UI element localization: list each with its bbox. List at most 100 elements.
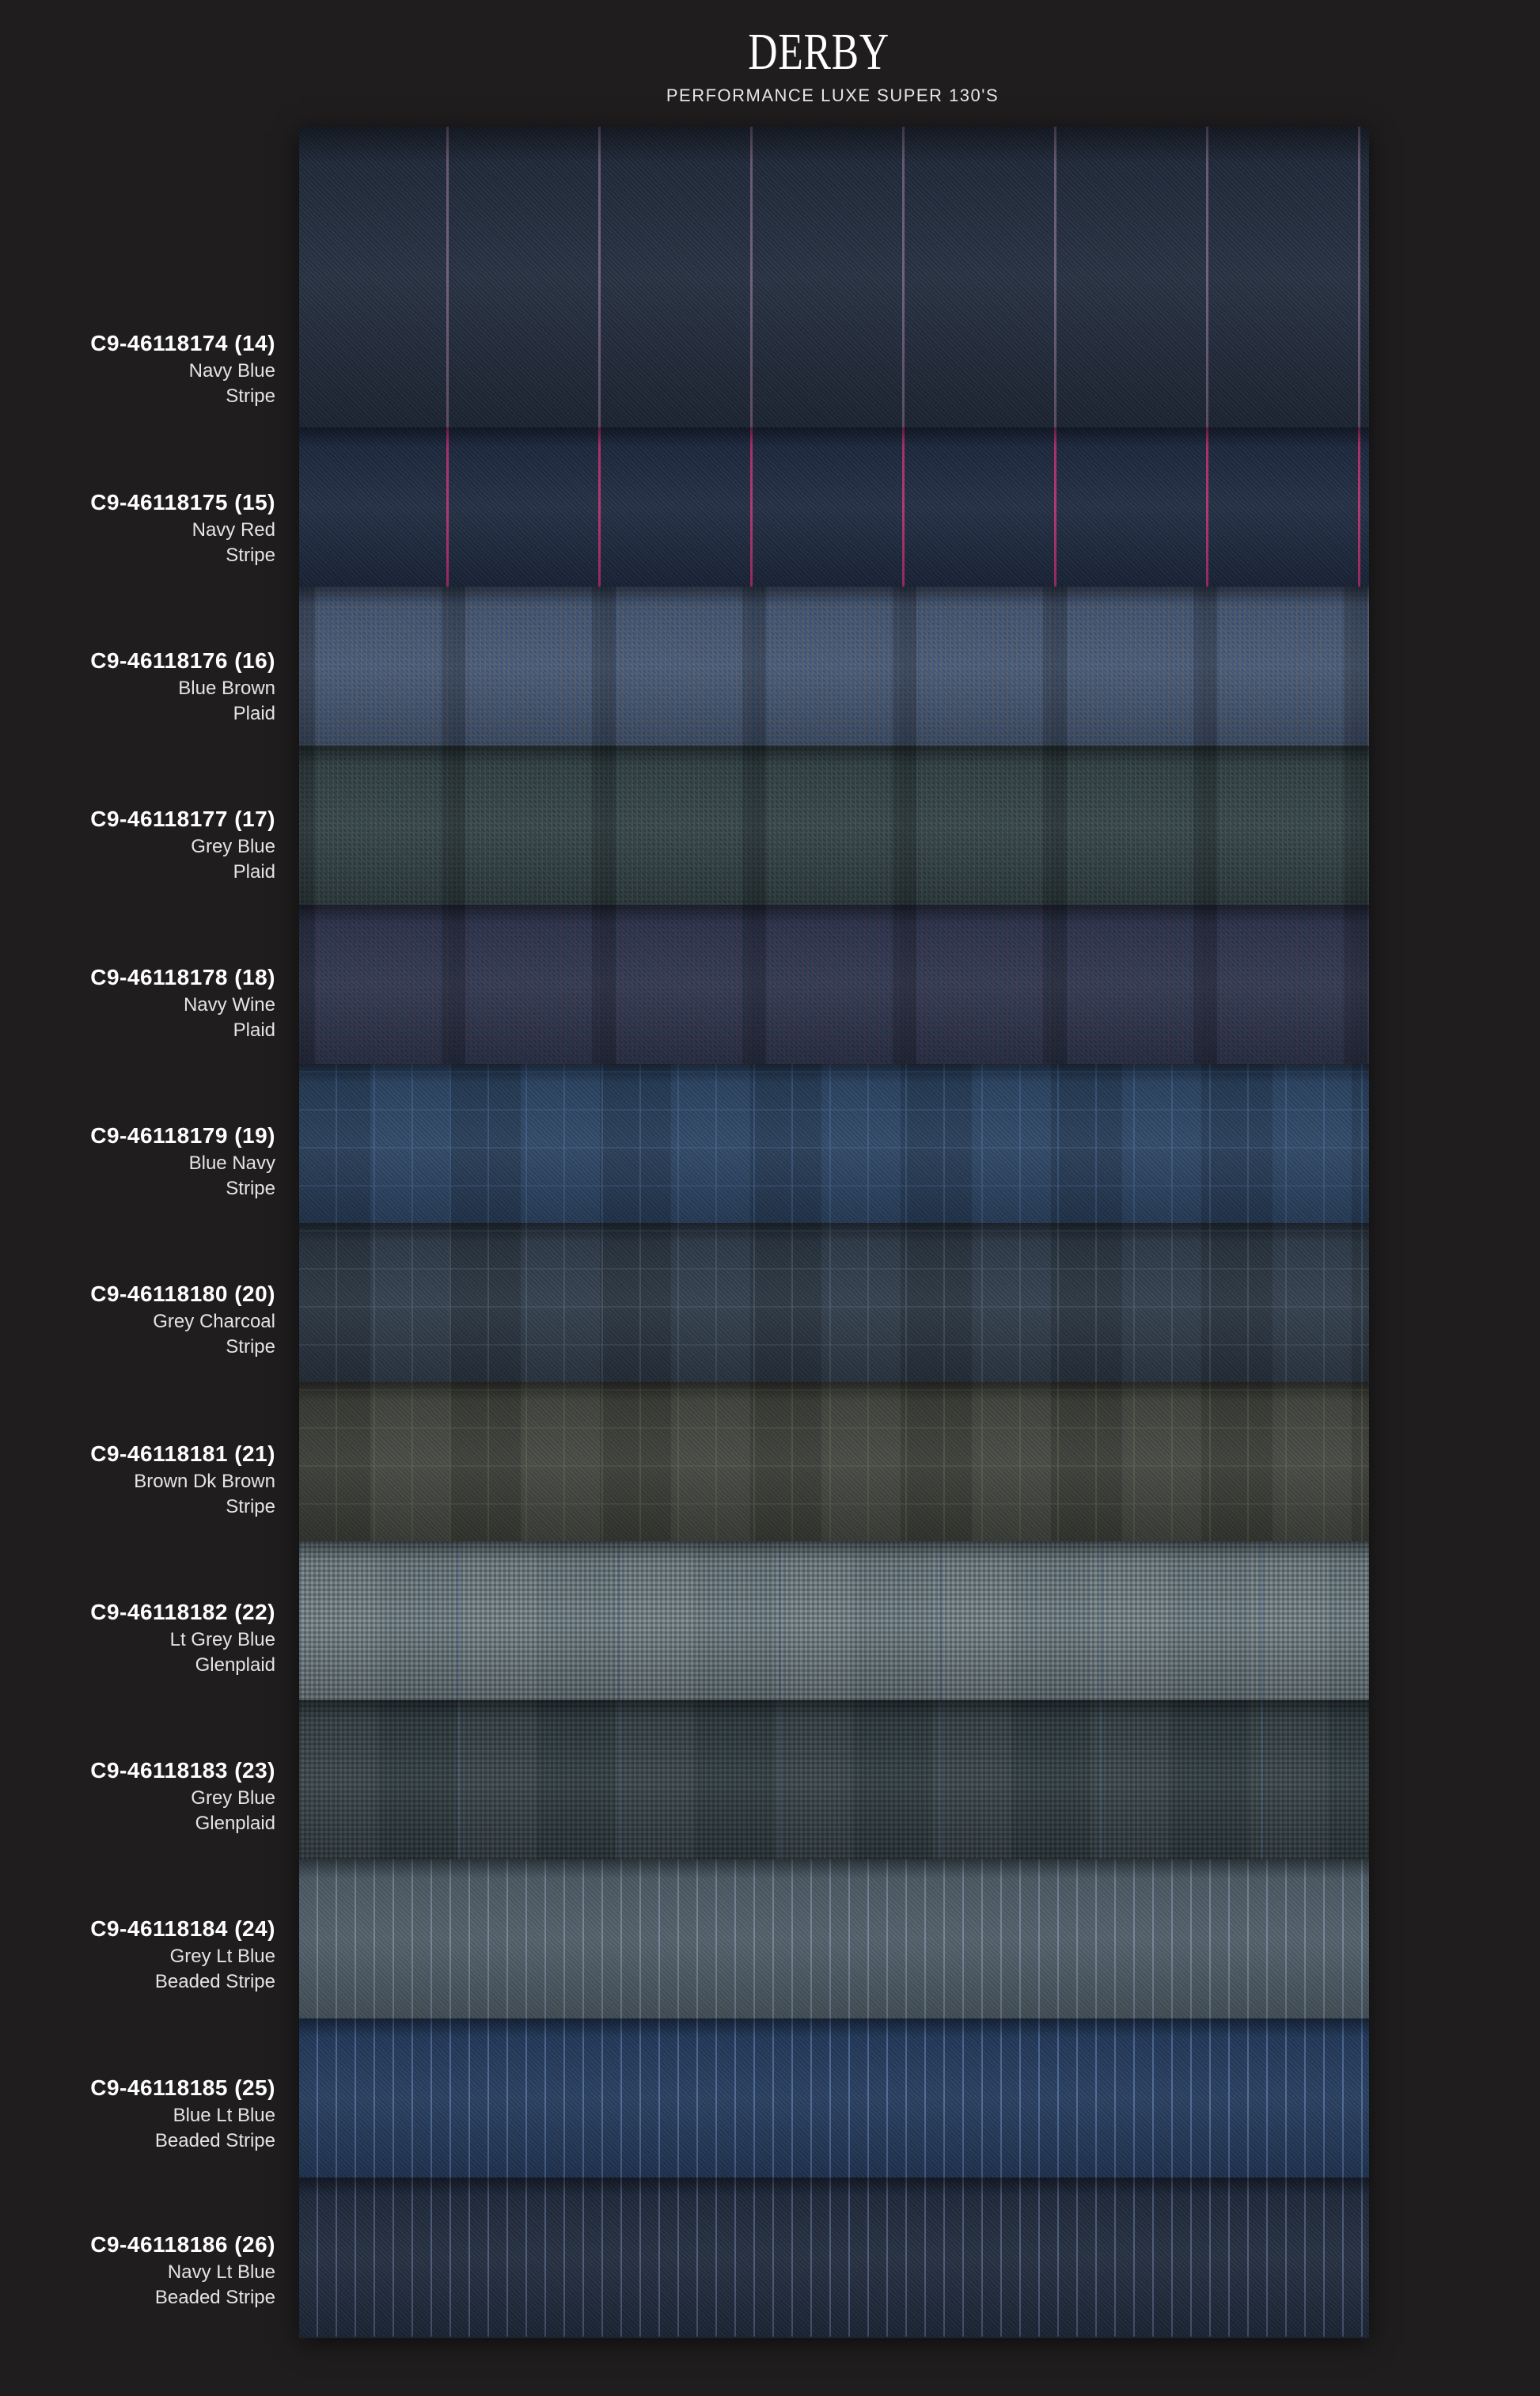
swatch-fold-shade [299,2178,1369,2337]
fabric-swatch [299,1859,1369,2018]
fabric-swatch-panel [299,127,1369,2338]
swatch-texture [299,127,1369,427]
swatch-code: C9-46118186 (26) [90,2232,275,2257]
swatch-base [299,1382,1369,1541]
swatch-base [299,746,1369,905]
swatch-texture [299,587,1369,746]
swatch-code: C9-46118184 (24) [90,1916,275,1941]
fabric-swatch [299,1700,1369,1859]
swatch-code: C9-46118179 (19) [90,1123,275,1148]
swatch-pattern-name: Beaded Stripe [154,2287,275,2308]
swatch-pattern-name: Plaid [233,1020,275,1041]
fabric-swatch [299,1223,1369,1382]
brand-title: DERBY [748,23,889,81]
swatch-fold-shade [299,1064,1369,1223]
swatch-color-name: Navy Blue [188,360,275,382]
swatch-base [299,905,1369,1064]
swatch-fold-shade [299,1859,1369,2018]
fabric-swatch [299,1541,1369,1700]
swatch-texture [299,2178,1369,2337]
swatch-code: C9-46118182 (22) [90,1600,275,1624]
swatch-color-name: Brown Dk Brown [134,1471,275,1492]
swatch-fold-shade [299,746,1369,905]
swatch-pattern-name: Stripe [226,1336,275,1357]
swatch-texture [299,2018,1369,2178]
swatch-color-name: Navy Lt Blue [167,2261,275,2283]
swatch-pattern-name: Plaid [233,861,275,883]
swatch-label: C9-46118186 (26) Navy Lt Blue Beaded Strip… [0,2230,275,2311]
swatch-texture [299,1223,1369,1382]
swatch-code: C9-46118181 (21) [90,1441,275,1466]
swatch-code: C9-46118178 (18) [90,965,275,989]
swatch-color-name: Blue Lt Blue [173,2105,275,2126]
fabric-swatch [299,2178,1369,2337]
swatch-fold-shade [299,2018,1369,2178]
swatch-color-name: Lt Grey Blue [169,1629,275,1650]
swatch-color-name: Grey Charcoal [153,1311,275,1332]
swatch-label: C9-46118179 (19) Blue Navy Stripe [0,1121,275,1202]
swatch-texture [299,1700,1369,1859]
swatch-label: C9-46118174 (14) Navy Blue Stripe [0,328,275,409]
swatch-label: C9-46118185 (25) Blue Lt Blue Beaded Strip… [0,2073,275,2154]
swatch-base [299,1223,1369,1382]
fabric-swatch [299,2018,1369,2178]
swatch-texture [299,1859,1369,2018]
swatch-pattern-name: Beaded Stripe [154,2130,275,2151]
swatch-texture [299,1382,1369,1541]
swatch-texture [299,1064,1369,1223]
swatch-label: C9-46118182 (22) Lt Grey Blue Glenplaid [0,1597,275,1678]
swatch-fold-shade [299,1700,1369,1859]
collection-subtitle: PERFORMANCE LUXE SUPER 130'S [666,85,999,105]
swatch-color-name: Navy Wine [183,994,275,1016]
swatch-color-name: Navy Red [192,519,275,541]
swatch-pattern-name: Plaid [233,703,275,724]
fabric-swatch [299,587,1369,746]
swatch-color-name: Grey Blue [191,1787,275,1809]
fabric-swatch [299,427,1369,587]
swatch-texture [299,427,1369,587]
swatch-texture [299,905,1369,1064]
fabric-swatch [299,1382,1369,1541]
swatch-base [299,587,1369,746]
swatch-color-name: Grey Blue [191,836,275,857]
swatch-base [299,1064,1369,1223]
fabric-swatch [299,746,1369,905]
swatch-fold-shade [299,587,1369,746]
swatch-label: C9-46118180 (20) Grey Charcoal Stripe [0,1279,275,1360]
swatch-code: C9-46118180 (20) [90,1282,275,1306]
swatch-pattern-name: Glenplaid [195,1654,275,1676]
swatch-pattern-name: Stripe [226,1496,275,1517]
swatch-color-name: Grey Lt Blue [169,1946,275,1967]
swatch-label: C9-46118177 (17) Grey Blue Plaid [0,804,275,885]
swatch-texture [299,746,1369,905]
swatch-label: C9-46118176 (16) Blue Brown Plaid [0,646,275,727]
swatch-fold-shade [299,427,1369,587]
swatch-pattern-name: Stripe [226,385,275,407]
swatch-pattern-name: Beaded Stripe [154,1971,275,1992]
swatch-fold-shade [299,905,1369,1064]
swatch-label: C9-46118181 (21) Brown Dk Brown Stripe [0,1439,275,1520]
swatch-pattern-name: Glenplaid [195,1813,275,1834]
swatch-texture [299,1541,1369,1700]
swatch-fold-shade [299,1541,1369,1700]
swatch-label: C9-46118184 (24) Grey Lt Blue Beaded Strip… [0,1914,275,1995]
swatch-fold-shade [299,127,1369,427]
swatch-fold-shade [299,1223,1369,1382]
swatch-code: C9-46118185 (25) [90,2075,275,2100]
swatch-color-name: Blue Brown [178,678,275,699]
swatch-label: C9-46118178 (18) Navy Wine Plaid [0,963,275,1043]
swatch-label: C9-46118175 (15) Navy Red Stripe [0,488,275,568]
swatch-pattern-name: Stripe [226,545,275,566]
swatch-code: C9-46118177 (17) [90,807,275,831]
fabric-swatch [299,127,1369,427]
swatch-fold-shade [299,1382,1369,1541]
swatch-code: C9-46118175 (15) [90,490,275,515]
swatch-code: C9-46118174 (14) [90,331,275,355]
swatch-code: C9-46118176 (16) [90,648,275,673]
swatch-pattern-name: Stripe [226,1178,275,1199]
swatch-color-name: Blue Navy [188,1152,275,1174]
swatch-code: C9-46118183 (23) [90,1758,275,1783]
fabric-swatch [299,1064,1369,1223]
swatch-label: C9-46118183 (23) Grey Blue Glenplaid [0,1756,275,1836]
fabric-swatch [299,905,1369,1064]
